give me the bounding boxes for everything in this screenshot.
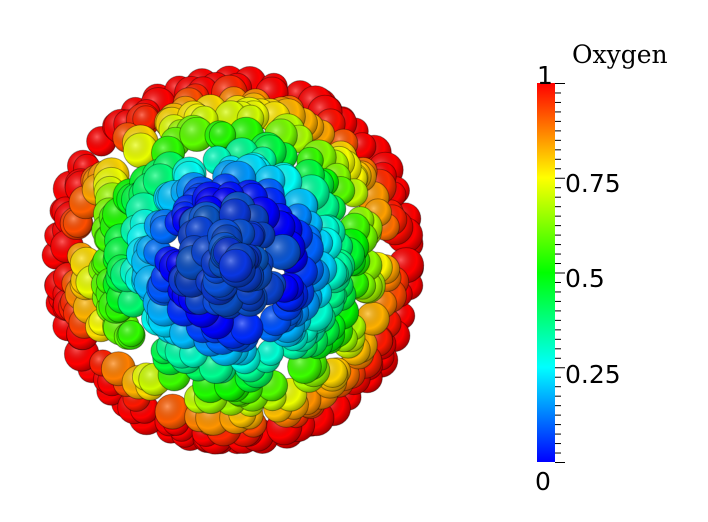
- colorbar-gradient: [537, 83, 555, 462]
- cell-shading: [155, 394, 191, 430]
- cell-shading: [219, 249, 253, 283]
- colorbar-title: Oxygen: [572, 40, 668, 69]
- colorbar-label-05: 0.5: [565, 264, 605, 293]
- cell-shading: [230, 312, 264, 345]
- cell-shading: [265, 234, 301, 270]
- colorbar-ticks: [555, 83, 565, 463]
- cell-shading: [257, 339, 284, 366]
- cell-shading: [209, 121, 236, 149]
- colorbar-label-max: 1: [537, 61, 553, 90]
- colorbar-label-min: 0: [535, 467, 551, 496]
- cell-spheres: [41, 65, 425, 455]
- cell-shading: [118, 320, 145, 347]
- colorbar-label-025: 0.25: [565, 360, 621, 389]
- colorbar-label-075: 0.75: [565, 169, 621, 198]
- cell-shading: [123, 133, 159, 168]
- cell-shading: [179, 117, 214, 152]
